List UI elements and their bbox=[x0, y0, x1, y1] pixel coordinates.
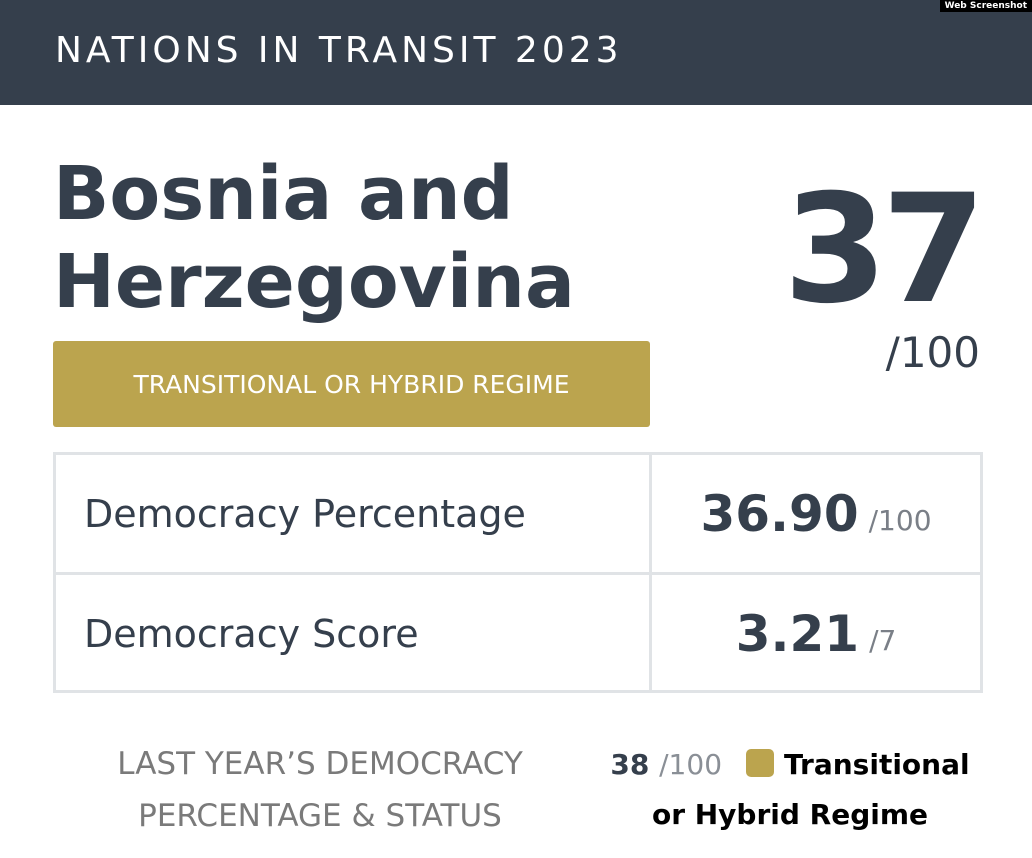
row-value: 3.21 bbox=[735, 604, 860, 663]
last-year-value: 38 bbox=[610, 748, 650, 781]
row-label: Democracy Score bbox=[56, 575, 652, 692]
status-swatch bbox=[746, 749, 775, 777]
table-row: Democracy Score 3.21/7 bbox=[56, 572, 980, 692]
table-row: Democracy Percentage 36.90/100 bbox=[56, 455, 980, 572]
score-table: Democracy Percentage 36.90/100 Democracy… bbox=[53, 452, 983, 693]
last-year-max: /100 bbox=[659, 748, 723, 781]
row-value-cell: 3.21/7 bbox=[652, 575, 980, 692]
country-name: Bosnia and Herzegovina bbox=[53, 151, 575, 325]
header-title: NATIONS IN TRANSIT 2023 bbox=[55, 30, 623, 71]
row-label: Democracy Percentage bbox=[56, 455, 652, 572]
score: 37 bbox=[783, 163, 986, 337]
row-max: /100 bbox=[868, 504, 932, 537]
row-max: /7 bbox=[869, 624, 897, 657]
last-year-info: 38 /100 Transitional or Hybrid Regime bbox=[590, 740, 990, 840]
screenshot-badge: Web Screenshot bbox=[939, 0, 1032, 12]
header-bar: NATIONS IN TRANSIT 2023 bbox=[0, 0, 1032, 105]
row-value: 36.90 bbox=[700, 484, 859, 543]
last-year-status: Transitional or Hybrid Regime bbox=[651, 748, 970, 831]
row-value-cell: 36.90/100 bbox=[652, 455, 980, 572]
status-badge: TRANSITIONAL OR HYBRID REGIME bbox=[53, 341, 650, 427]
score-max: /100 bbox=[885, 328, 980, 377]
last-year-label: LAST YEAR’S DEMOCRACY PERCENTAGE & STATU… bbox=[117, 746, 523, 834]
